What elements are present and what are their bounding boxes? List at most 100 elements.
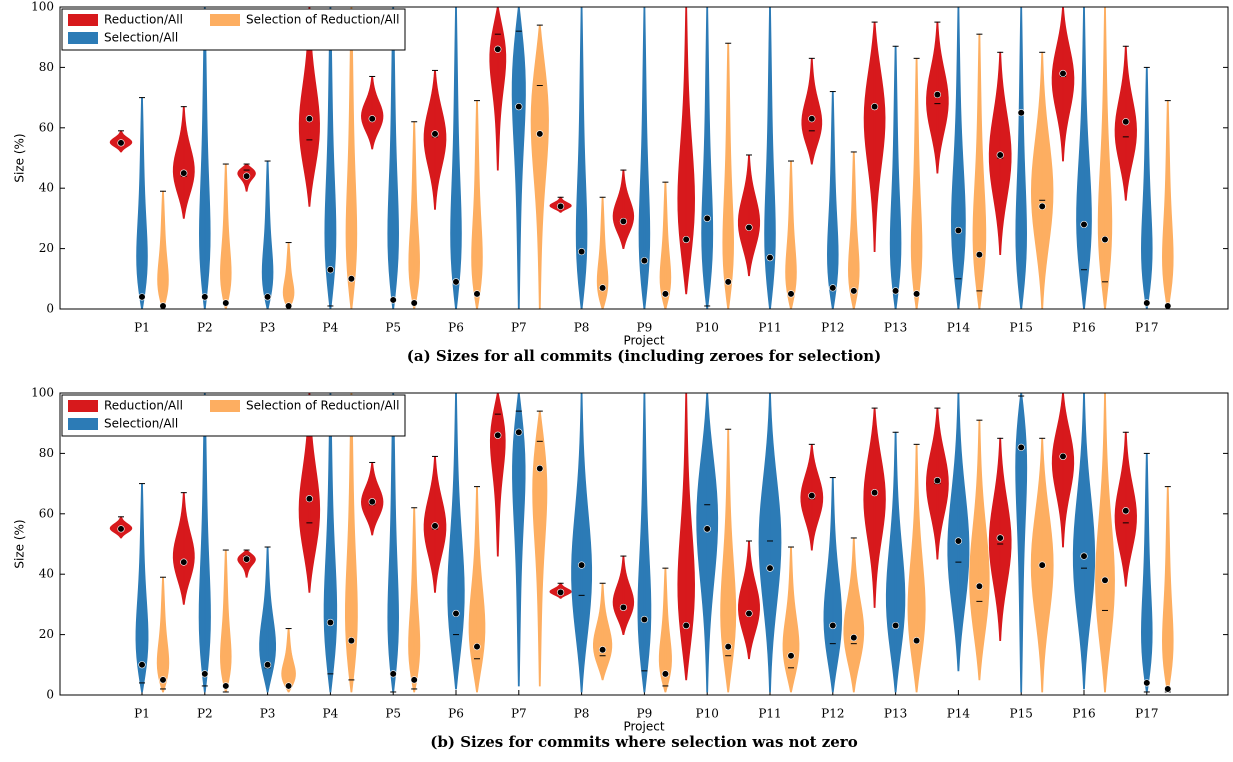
x-tick-label: P8 [574,707,590,721]
mean-dot [975,582,984,590]
mean-dot [117,525,125,533]
axes-frame [59,6,1229,310]
x-tick-label: P15 [1010,321,1033,335]
mean-dot [954,226,963,235]
mean-dot [452,278,460,286]
mean-dot [829,284,837,292]
mean-dot [619,603,628,612]
mean-dot [1038,561,1046,569]
x-tick-label: P12 [821,707,844,721]
mean-dot [556,202,565,210]
mean-dot [515,428,523,436]
mean-dot [556,588,565,596]
mean-dot [494,45,502,53]
x-tick-label: P2 [197,707,213,721]
mean-dot [870,489,879,497]
x-tick-label: P15 [1010,707,1033,721]
mean-dot [912,290,921,298]
y-axis-label: Size (%) [13,133,27,182]
mean-dot [577,561,586,569]
x-tick-label: P1 [134,321,150,335]
legend-label: Selection of Reduction/All [246,399,399,413]
mean-dot [1059,452,1067,461]
x-tick-label: P3 [260,321,276,335]
mean-dot [389,670,397,678]
mean-dot [682,621,690,630]
legend-label: Selection/All [104,31,178,45]
mean-dot [787,652,795,660]
y-tick-label: 0 [46,302,54,316]
mean-dot [640,615,649,624]
mean-dot [452,609,460,618]
mean-dot [264,661,272,669]
legend-label: Reduction/All [104,13,183,27]
legend-swatch [210,14,240,26]
mean-dot [598,646,607,654]
x-tick-label: P3 [260,707,276,721]
legend-swatch [68,418,98,430]
mean-dot [536,130,544,138]
mean-dot [1101,576,1109,584]
mean-dot [766,564,774,572]
mean-dot [850,287,858,295]
y-axis-label: Size (%) [13,519,27,568]
x-tick-label: P13 [884,321,907,335]
mean-dot [1143,299,1151,307]
mean-dot [243,555,251,563]
mean-dot [347,637,356,645]
mean-dot [1080,220,1088,229]
mean-dot [494,431,502,439]
mean-dot [912,637,921,645]
mean-dot [536,464,544,473]
mean-dot [850,634,858,642]
mean-dot [745,609,753,618]
caption: (a) Sizes for all commits (including zer… [407,347,882,365]
mean-dot [117,139,125,147]
x-tick-label: P9 [637,707,653,721]
x-tick-label: P12 [821,321,844,335]
x-tick-label: P17 [1135,321,1158,335]
mean-dot [264,293,272,301]
mean-dot [180,558,188,566]
x-tick-label: P13 [884,707,907,721]
mean-dot [787,290,795,298]
mean-dot [745,223,753,232]
mean-dot [954,537,963,545]
x-tick-label: P11 [758,321,781,335]
mean-dot [724,643,732,651]
x-tick-label: P16 [1072,707,1095,721]
x-tick-label: P5 [385,321,401,335]
mean-dot [159,302,167,310]
y-tick-label: 20 [39,241,54,255]
mean-dot [996,151,1004,159]
mean-dot [431,522,439,530]
mean-dot [1164,302,1172,310]
x-tick-label: P7 [511,707,527,721]
mean-dot [473,643,481,651]
mean-dot [285,682,293,690]
y-tick-label: 80 [39,446,54,460]
x-tick-label: P6 [448,321,464,335]
mean-dot [975,251,984,259]
mean-dot [180,169,188,177]
mean-dot [410,676,418,684]
legend-swatch [68,14,98,26]
x-axis-label: Project [623,720,664,734]
mean-dot [159,676,167,684]
x-tick-label: P6 [448,707,464,721]
mean-dot [1017,443,1025,451]
x-tick-label: P2 [197,321,213,335]
mean-dot [766,254,774,262]
mean-dot [389,296,397,304]
mean-dot [598,284,607,292]
mean-dot [870,103,879,111]
mean-dot [201,293,209,301]
x-tick-label: P7 [511,321,527,335]
x-tick-label: P4 [323,707,339,721]
x-tick-label: P8 [574,321,590,335]
mean-dot [243,172,251,180]
mean-dot [808,492,816,500]
x-tick-label: P5 [385,707,401,721]
